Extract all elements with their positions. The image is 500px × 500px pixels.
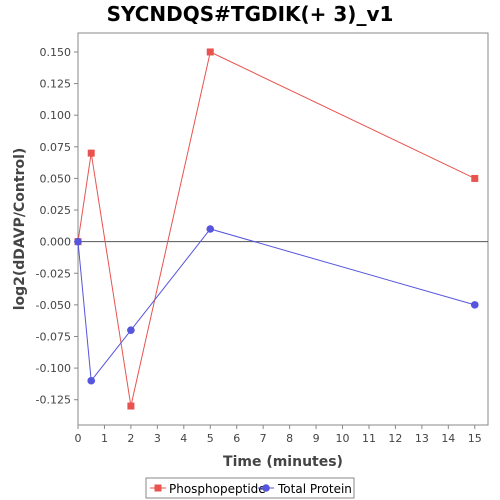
x-axis: 0 1 2 3 4 5 6 7 8 9 10 11 12 13 14 15 xyxy=(75,425,482,445)
phosphopeptide-point xyxy=(206,48,214,56)
y-tick-label: 0.000 xyxy=(40,236,72,249)
y-tick-label: 0.025 xyxy=(40,204,72,217)
y-tick-label: -0.075 xyxy=(36,330,71,343)
legend-total-marker xyxy=(262,484,270,492)
y-tick-label: -0.100 xyxy=(36,362,71,375)
y-tick-label: -0.050 xyxy=(36,299,71,312)
y-tick-label: -0.125 xyxy=(36,394,71,407)
y-axis-label: log2(dDAVP/Control) xyxy=(12,148,28,311)
y-tick-label: 0.150 xyxy=(40,46,72,59)
legend-phospho-marker xyxy=(154,484,162,492)
legend-total-label: Total Protein xyxy=(277,482,352,496)
phosphopeptide-point xyxy=(87,149,95,157)
legend-box xyxy=(145,477,355,499)
x-tick-label: 13 xyxy=(415,432,429,445)
x-tick-label: 15 xyxy=(468,432,482,445)
plot-area xyxy=(77,32,489,426)
x-tick-label: 10 xyxy=(336,432,350,445)
y-tick-label: -0.025 xyxy=(36,267,71,280)
x-axis-label: Time (minutes) xyxy=(223,454,343,470)
y-tick-label: 0.050 xyxy=(40,172,72,185)
total-protein-point xyxy=(74,237,82,246)
x-tick-label: 11 xyxy=(362,432,376,445)
y-axis: -0.125 -0.100 -0.075 -0.050 -0.025 0.000 0.025… xyxy=(36,46,78,407)
legend: Phosphopeptide Total Protein xyxy=(145,477,355,499)
x-tick-label: 0 xyxy=(75,432,82,445)
series-layer xyxy=(74,48,479,410)
phosphopeptide-point xyxy=(471,174,479,182)
total-protein-point xyxy=(87,376,96,385)
legend-phospho-label: Phosphopeptide xyxy=(169,482,266,496)
y-tick-label: 0.075 xyxy=(40,141,72,154)
total-protein-point xyxy=(127,326,135,334)
x-tick-label: 7 xyxy=(260,432,267,445)
x-tick-label: 3 xyxy=(154,432,161,445)
x-tick-label: 2 xyxy=(127,432,134,445)
x-tick-label: 12 xyxy=(388,432,402,445)
y-tick-label: 0.100 xyxy=(40,109,72,122)
x-tick-label: 5 xyxy=(207,432,214,445)
x-tick-label: 1 xyxy=(101,432,108,445)
x-tick-label: 4 xyxy=(180,432,187,445)
total-protein-point xyxy=(470,301,479,309)
total-protein-point xyxy=(206,225,215,233)
x-tick-label: 14 xyxy=(441,432,455,445)
y-tick-label: 0.125 xyxy=(40,78,72,91)
x-tick-label: 9 xyxy=(313,432,320,445)
chart-title: SYCNDQS#TGDIK(+ 3)_v1 xyxy=(107,2,394,26)
x-tick-label: 8 xyxy=(286,432,293,445)
phosphopeptide-point xyxy=(127,402,135,410)
x-tick-label: 6 xyxy=(233,432,240,445)
